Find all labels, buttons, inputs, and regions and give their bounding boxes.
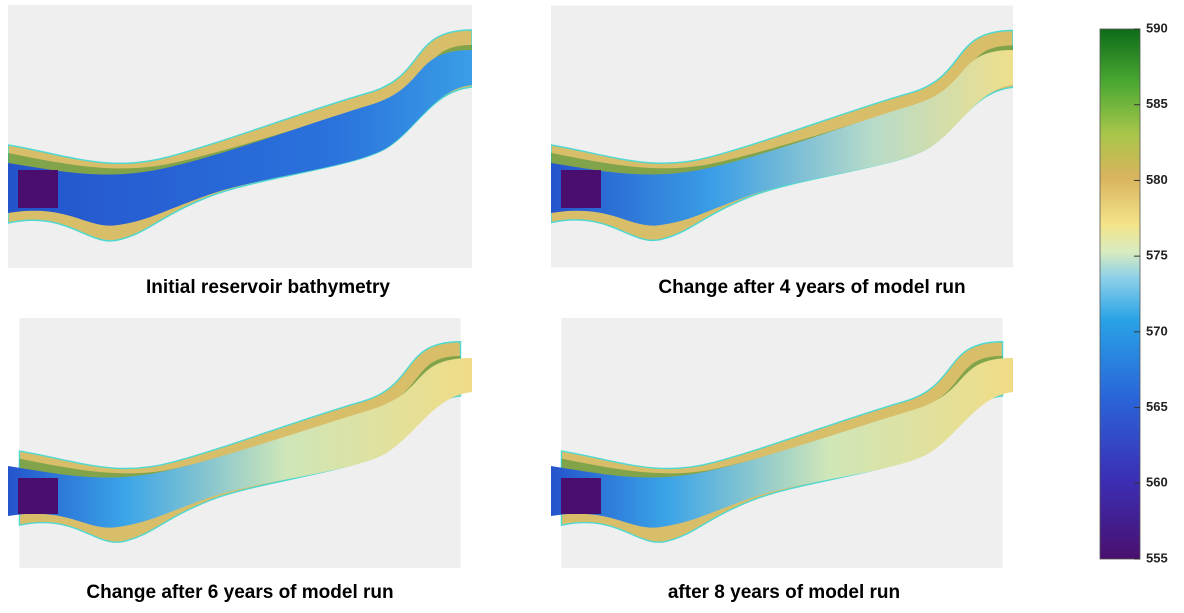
- tick-label: 575: [1146, 248, 1168, 263]
- tick-label: 560: [1146, 475, 1168, 490]
- panel: Change after 4 years of model run: [551, 6, 1013, 298]
- colorbar: 555 560 565 570 575 580 585 590: [1100, 20, 1168, 565]
- tick-label: 555: [1146, 550, 1168, 565]
- figure: Initial reservoir bathymetry Change afte…: [0, 0, 1184, 613]
- tick-label: 580: [1146, 172, 1168, 187]
- caption: Change after 6 years of model run: [86, 582, 393, 603]
- panel: after 8 years of model run: [551, 318, 1013, 603]
- caption: Initial reservoir bathymetry: [146, 277, 390, 298]
- tick-label: 565: [1146, 399, 1168, 414]
- caption: Change after 4 years of model run: [658, 277, 965, 298]
- tick-label: 585: [1146, 96, 1168, 111]
- colorbar-scale: [1100, 29, 1140, 559]
- tick-label: 570: [1146, 323, 1168, 338]
- caption: after 8 years of model run: [668, 582, 900, 603]
- panel: Initial reservoir bathymetry: [8, 5, 472, 298]
- panel: Change after 6 years of model run: [8, 318, 472, 603]
- tick-label: 590: [1146, 20, 1168, 35]
